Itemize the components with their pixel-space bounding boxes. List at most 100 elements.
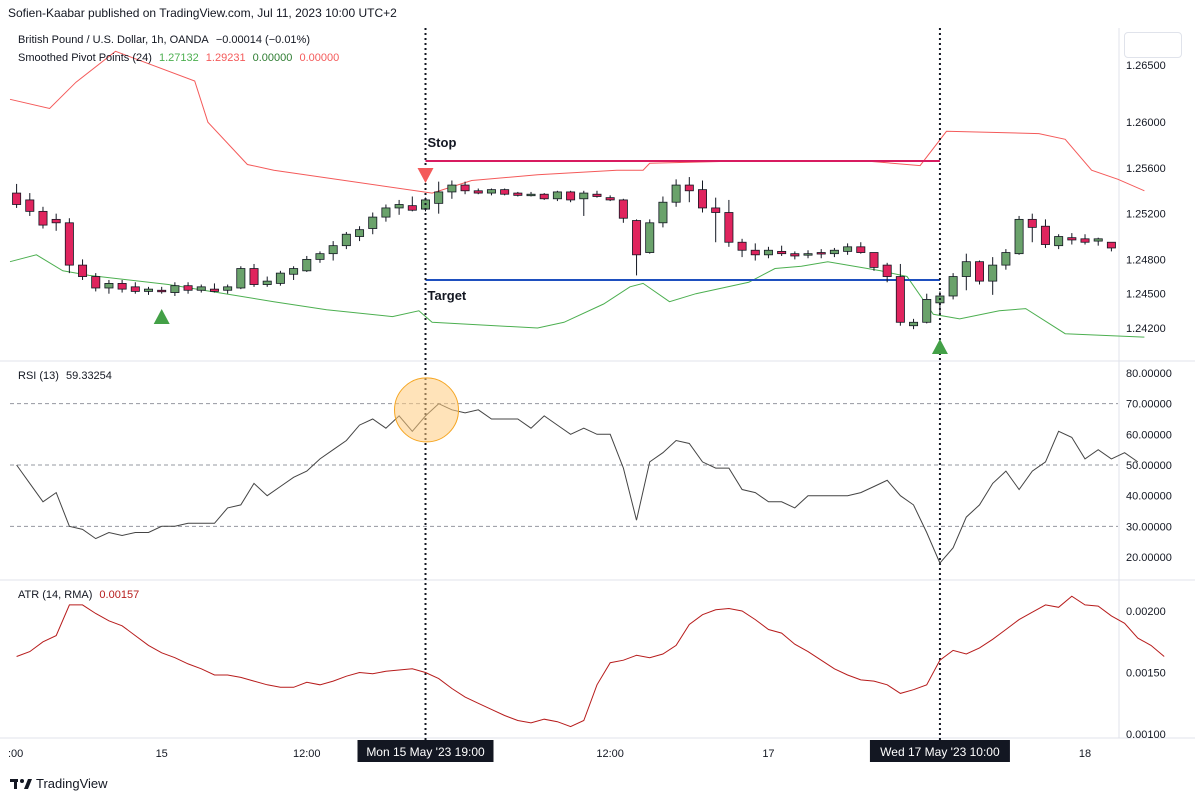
rsi-overbought-highlight — [394, 377, 459, 443]
buy-arrow-icon — [153, 309, 170, 324]
buy-arrow-icon — [931, 339, 948, 354]
time-tick-label: 18 — [1079, 748, 1091, 760]
time-tick-label: :00 — [8, 748, 23, 760]
candle-body — [486, 189, 496, 194]
candle-body — [750, 249, 760, 256]
candle-body — [605, 197, 615, 201]
candle-body — [909, 321, 919, 327]
candle-body — [500, 189, 510, 195]
candle-body — [144, 288, 153, 292]
candle-body — [223, 286, 233, 291]
candle-body — [104, 283, 114, 289]
candle-body — [816, 252, 826, 255]
candle-body — [64, 222, 74, 266]
candle-body — [790, 253, 800, 257]
tradingview-logo[interactable]: TradingView — [10, 776, 108, 791]
candle-body — [407, 205, 417, 211]
candle-body — [579, 192, 589, 200]
price-tick-label: 1.26000 — [1126, 117, 1166, 129]
candle-body — [1040, 225, 1050, 245]
atr-legend[interactable]: ATR (14, RMA) 0.00157 — [18, 589, 143, 601]
candle-body — [948, 276, 958, 297]
indicator-value-1: 1.27132 — [158, 52, 199, 64]
candle-body — [355, 229, 365, 237]
candle-body — [777, 250, 787, 255]
candle-body — [632, 220, 642, 256]
candle-body — [1054, 236, 1064, 247]
scale-settings-box[interactable] — [1124, 32, 1182, 58]
time-tick-label: 17 — [762, 748, 774, 760]
atr-tick-label: 0.00200 — [1126, 606, 1166, 618]
candle-body — [117, 283, 127, 290]
candle-body — [671, 184, 681, 203]
atr-tick-label: 0.00150 — [1126, 668, 1166, 680]
time-tick-label: 12:00 — [596, 748, 624, 760]
candle-body — [566, 191, 576, 201]
candle-body — [394, 204, 404, 209]
time-tick-label: 15 — [156, 748, 168, 760]
rsi-tick-label: 20.00000 — [1126, 552, 1172, 564]
candle-body — [447, 184, 457, 193]
tradingview-logo-text: TradingView — [36, 776, 108, 791]
candle-body — [698, 189, 707, 209]
rsi-tick-label: 70.00000 — [1126, 399, 1172, 411]
rsi-name: RSI (13) — [18, 370, 59, 382]
candle-body — [882, 264, 892, 277]
candle-body — [368, 216, 378, 229]
candle-body — [961, 261, 971, 277]
sell-arrow-icon — [417, 168, 434, 183]
candle-body — [38, 210, 48, 226]
candle-body — [737, 241, 747, 251]
price-change: −0.00014 (−0.01%) — [215, 34, 310, 46]
candle-body — [869, 252, 879, 268]
time-marker-label: Mon 15 May '23 19:00 — [366, 745, 485, 759]
candle-body — [209, 288, 219, 292]
candle-body — [658, 201, 668, 224]
target-label: Target — [428, 288, 467, 303]
candle-body — [12, 192, 22, 205]
candle-body — [315, 253, 325, 260]
candle-body — [922, 299, 932, 323]
candle-body — [856, 246, 866, 253]
candle-body — [592, 193, 602, 197]
candle-body — [157, 289, 167, 293]
resistance-pivot-line — [9, 50, 1145, 194]
candle-body — [51, 218, 61, 224]
candle-body — [843, 246, 853, 252]
candle-body — [328, 245, 338, 255]
candle-body — [618, 199, 628, 219]
indicator-value-4: 0.00000 — [299, 52, 340, 64]
price-tick-label: 1.24200 — [1126, 323, 1166, 335]
time-marker-label: Wed 17 May '23 10:00 — [880, 745, 1000, 759]
candle-body — [1014, 218, 1024, 255]
candle-body — [196, 286, 206, 291]
candle-body — [829, 249, 839, 255]
candle-body — [381, 207, 391, 218]
candle-body — [763, 249, 773, 256]
candle-body — [684, 184, 694, 192]
indicator-legend[interactable]: Smoothed Pivot Points (24) 1.27132 1.292… — [18, 52, 343, 64]
candle-body — [975, 261, 984, 282]
rsi-tick-label: 60.00000 — [1126, 429, 1172, 441]
candle-body — [289, 268, 299, 275]
candle-body — [183, 285, 193, 291]
candle-body — [988, 264, 998, 282]
candle-body — [25, 199, 35, 212]
rsi-tick-label: 40.00000 — [1126, 491, 1172, 503]
price-tick-label: 1.25200 — [1126, 209, 1166, 221]
rsi-legend[interactable]: RSI (13) 59.33254 — [18, 370, 116, 382]
candle-body — [526, 193, 536, 197]
atr-name: ATR (14, RMA) — [18, 589, 93, 601]
atr-tick-label: 0.00100 — [1126, 729, 1166, 741]
publisher-header: Sofien-Kaabar published on TradingView.c… — [8, 6, 397, 20]
candle-body — [341, 233, 351, 247]
symbol-legend[interactable]: British Pound / U.S. Dollar, 1h, OANDA −… — [18, 34, 314, 46]
candle-body — [275, 272, 285, 284]
price-tick-label: 1.25600 — [1126, 163, 1166, 175]
candle-body — [895, 276, 905, 323]
candle-body — [473, 190, 483, 194]
tradingview-logo-icon — [10, 778, 32, 789]
candle-body — [1067, 237, 1077, 241]
candle-body — [513, 192, 523, 196]
